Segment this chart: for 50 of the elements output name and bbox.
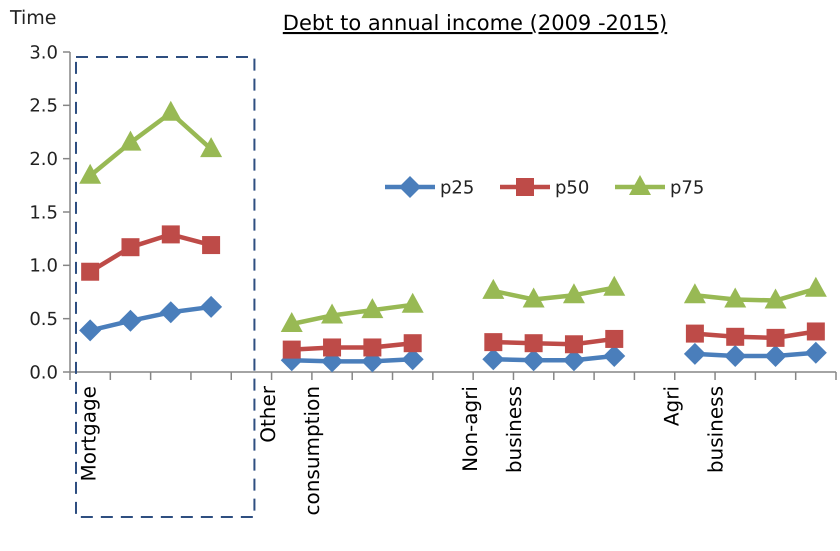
- point: [363, 338, 382, 356]
- point: [684, 342, 706, 365]
- y-tick-label: 2.5: [29, 96, 58, 117]
- y-tick-label: 0.0: [29, 362, 58, 384]
- point: [323, 338, 342, 356]
- point: [160, 100, 182, 121]
- point: [81, 262, 100, 281]
- point: [684, 283, 706, 304]
- point: [79, 319, 102, 342]
- y-tick-label: 2.0: [29, 148, 58, 170]
- point: [282, 340, 301, 359]
- point: [202, 236, 220, 254]
- point: [361, 298, 384, 318]
- point: [764, 288, 787, 309]
- x-tick-label: Other consumption: [256, 385, 324, 516]
- legend-label: p75: [670, 177, 704, 198]
- point: [724, 345, 746, 367]
- point: [764, 345, 787, 367]
- x-tick-label: Agri business: [659, 386, 728, 474]
- y-axis-title: Time: [9, 7, 56, 29]
- y-tick-label: 1.5: [29, 202, 58, 224]
- point: [162, 225, 180, 244]
- legend-label: p25: [440, 177, 474, 198]
- point: [603, 276, 626, 296]
- point: [524, 334, 543, 352]
- point: [200, 296, 222, 318]
- chart-title: Debt to annual income (2009 -2015): [282, 11, 668, 35]
- x-tick-label: Mortgage: [76, 386, 101, 482]
- point: [119, 130, 142, 151]
- point: [605, 330, 624, 348]
- point: [804, 342, 827, 364]
- point: [119, 310, 142, 332]
- point: [686, 324, 704, 343]
- legend-label: p50: [555, 177, 590, 198]
- y-tick-label: 3.0: [29, 42, 58, 64]
- point: [404, 334, 422, 352]
- point: [79, 164, 102, 184]
- x-tick-label: Non-agri business: [458, 386, 526, 474]
- point: [121, 238, 140, 256]
- point: [564, 335, 583, 354]
- point: [562, 283, 585, 304]
- y-tick-label: 1.0: [29, 256, 58, 277]
- point: [804, 276, 827, 297]
- point: [160, 301, 182, 324]
- point: [806, 322, 825, 340]
- y-tick-label: 0.5: [29, 308, 58, 330]
- point: [200, 137, 222, 158]
- point: [484, 333, 502, 352]
- point: [726, 328, 744, 346]
- point: [766, 328, 785, 347]
